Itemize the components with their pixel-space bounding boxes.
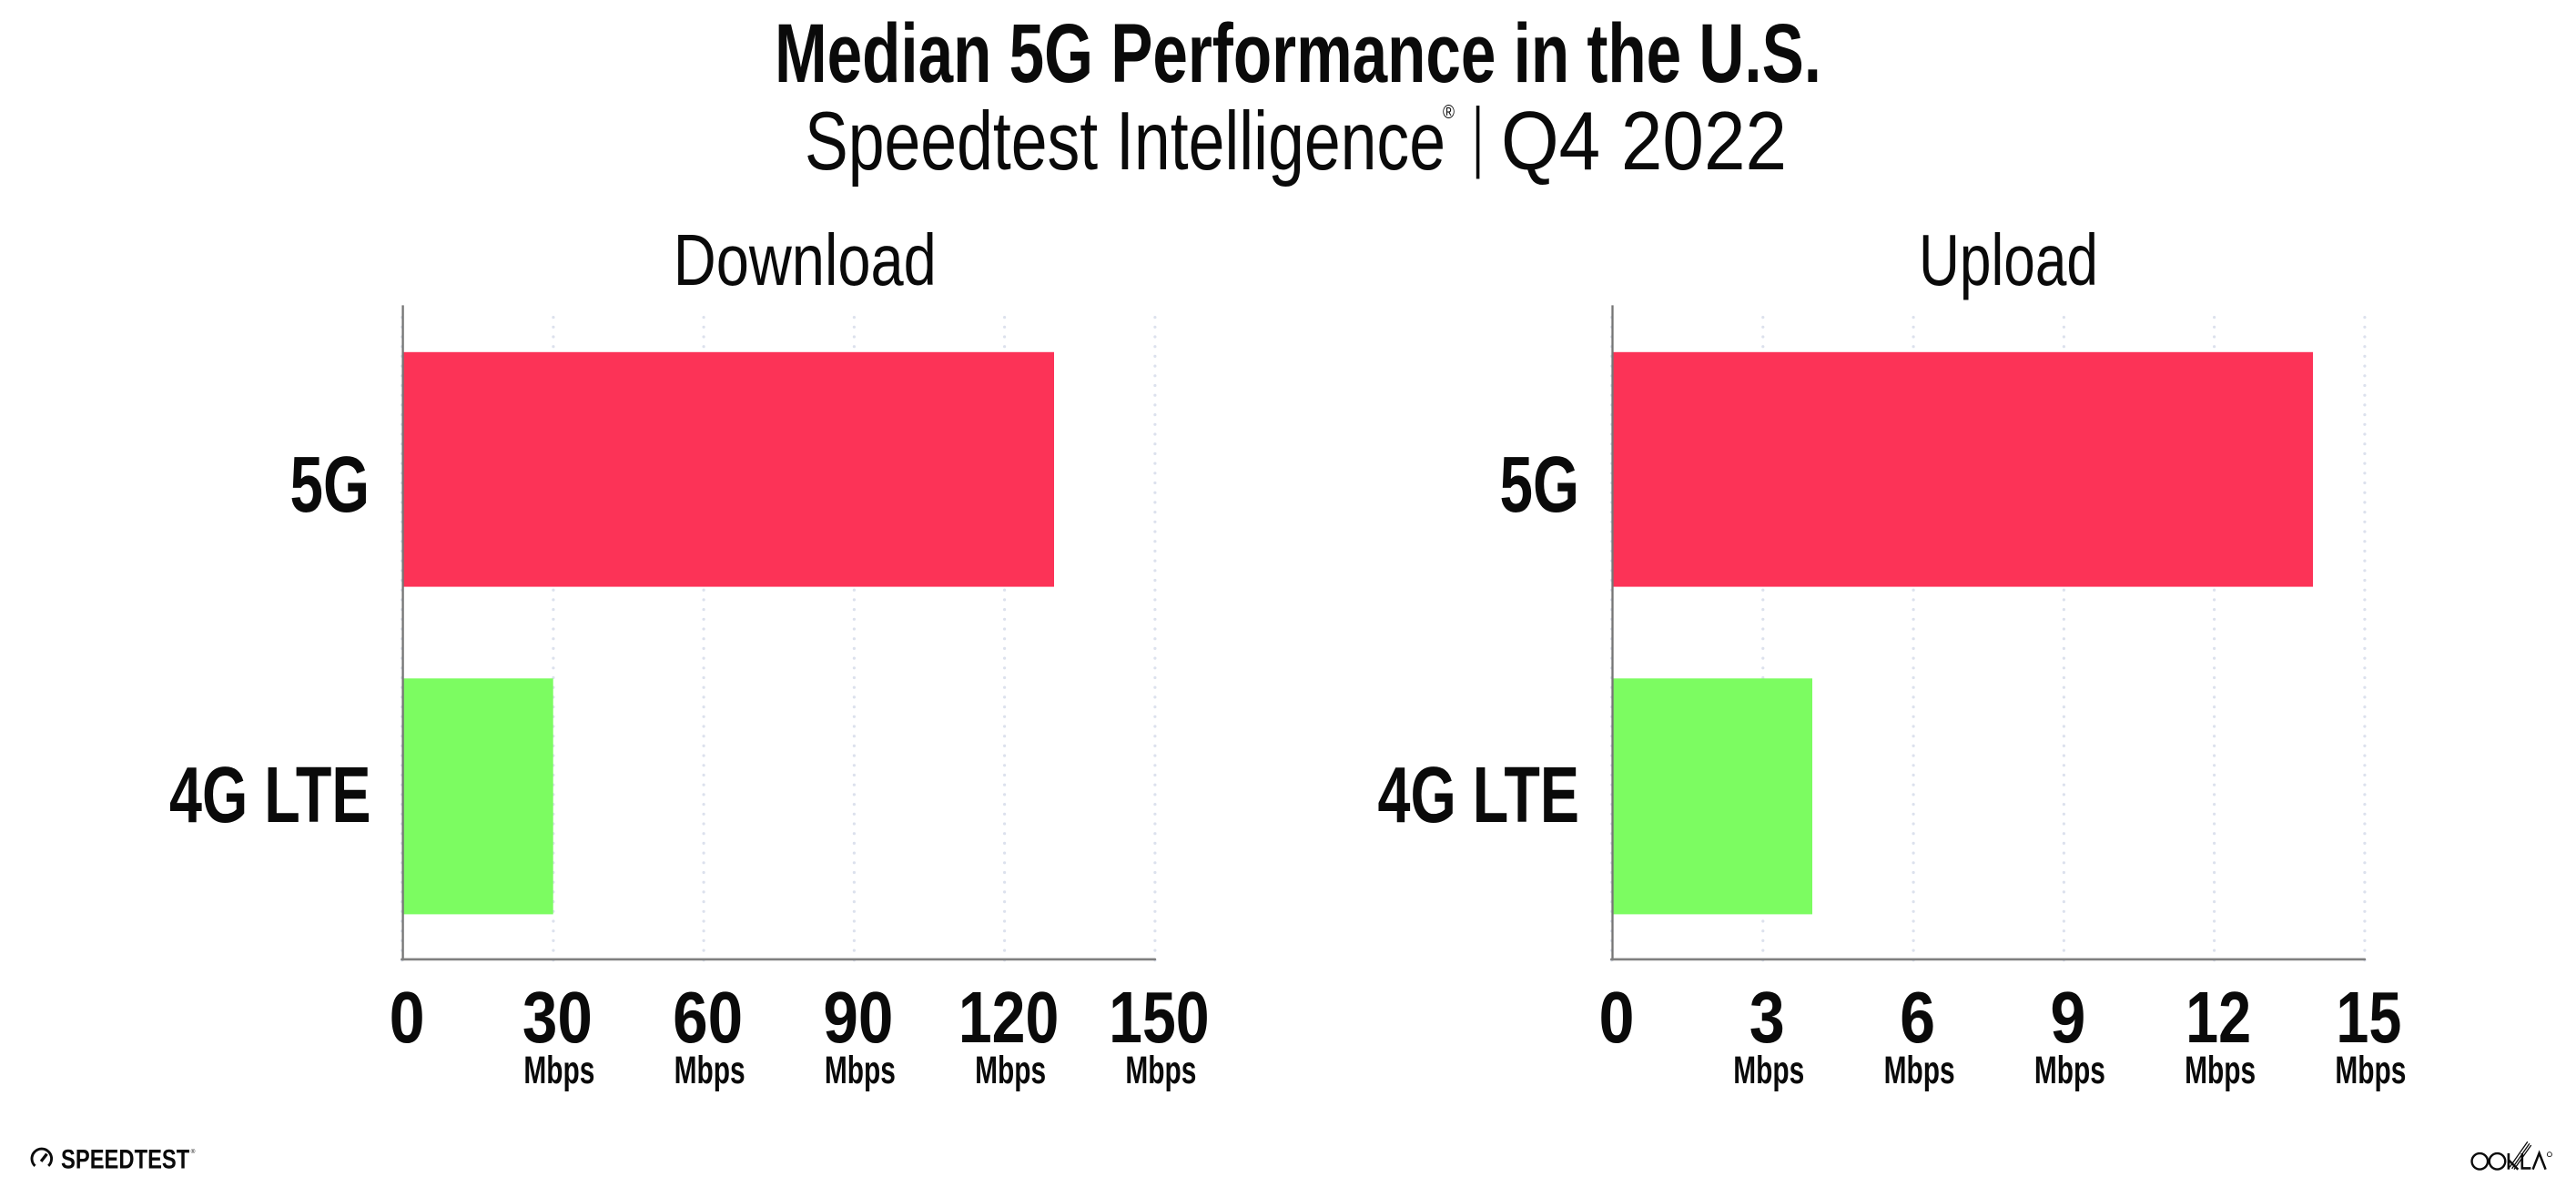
svg-text:Mbps: Mbps xyxy=(1884,1049,1955,1092)
svg-text:30: 30 xyxy=(522,977,593,1058)
svg-text:SPEEDTEST: SPEEDTEST xyxy=(61,1145,189,1175)
svg-text:Mbps: Mbps xyxy=(1733,1049,1804,1092)
svg-text:60: 60 xyxy=(673,977,743,1058)
svg-text:Mbps: Mbps xyxy=(2335,1049,2406,1092)
svg-text:®: ® xyxy=(191,1148,196,1155)
svg-text:Mbps: Mbps xyxy=(2034,1049,2105,1092)
svg-text:5G: 5G xyxy=(1500,441,1580,529)
svg-text:Mbps: Mbps xyxy=(825,1049,896,1092)
svg-text:6: 6 xyxy=(1900,977,1935,1058)
svg-text:5G: 5G xyxy=(290,441,370,529)
svg-text:0: 0 xyxy=(1599,977,1635,1058)
svg-text:Speedtest Intelligence: Speedtest Intelligence xyxy=(805,96,1445,188)
svg-text:Mbps: Mbps xyxy=(975,1049,1046,1092)
svg-text:Mbps: Mbps xyxy=(674,1049,745,1092)
svg-text:4G LTE: 4G LTE xyxy=(1378,751,1580,839)
svg-text:9: 9 xyxy=(2050,977,2085,1058)
svg-text:0: 0 xyxy=(390,977,425,1058)
svg-text:150: 150 xyxy=(1109,977,1210,1058)
svg-text:90: 90 xyxy=(823,977,893,1058)
svg-text:120: 120 xyxy=(958,977,1060,1058)
svg-text:Upload: Upload xyxy=(1919,219,2098,300)
svg-text:®: ® xyxy=(1443,101,1455,123)
svg-text:Mbps: Mbps xyxy=(1125,1049,1196,1092)
svg-text:Q4 2022: Q4 2022 xyxy=(1501,96,1787,188)
svg-text:Mbps: Mbps xyxy=(2185,1049,2256,1092)
svg-text:Mbps: Mbps xyxy=(523,1049,594,1092)
svg-text:Download: Download xyxy=(674,219,937,300)
svg-text:4G LTE: 4G LTE xyxy=(169,751,371,839)
svg-text:12: 12 xyxy=(2186,977,2251,1058)
svg-text:15: 15 xyxy=(2336,977,2401,1058)
svg-text:3: 3 xyxy=(1749,977,1785,1058)
svg-text:Median 5G Performance in the U: Median 5G Performance in the U.S. xyxy=(775,7,1821,100)
